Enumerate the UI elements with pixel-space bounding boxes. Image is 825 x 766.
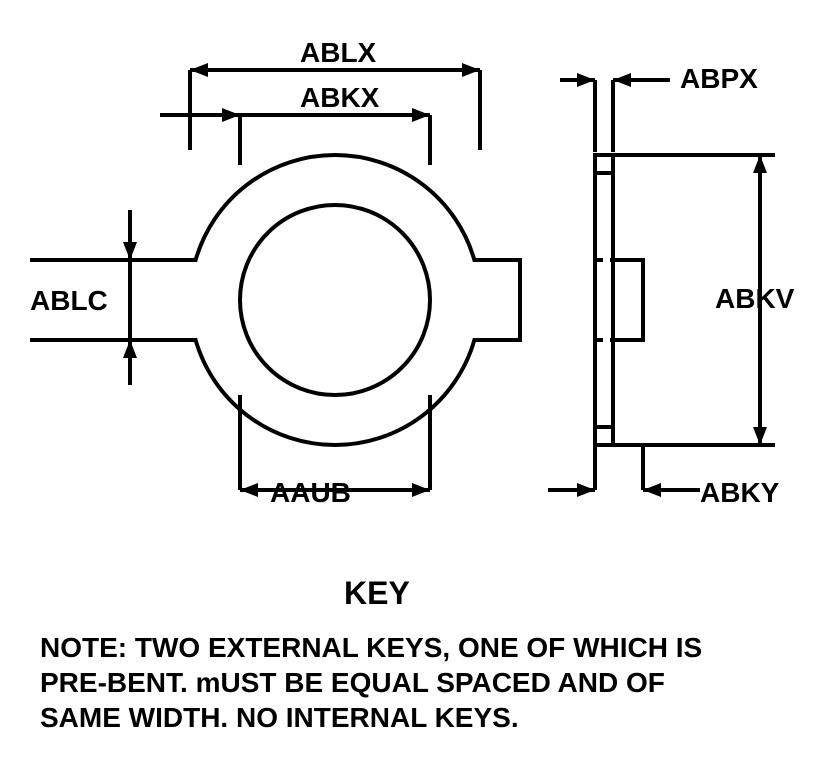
note-line-3: SAME WIDTH. NO INTERNAL KEYS. [40,702,519,733]
note-line-2: PRE-BENT. mUST BE EQUAL SPACED AND OF [40,667,665,698]
diagram-page: ABLX ABKX AAUB ABLC ABPX ABKV ABKY KEY NOTE: T… [0,0,825,766]
key-heading: KEY [344,575,410,612]
svg-text:ABKX: ABKX [300,82,380,113]
svg-text:AAUB: AAUB [270,477,351,508]
svg-text:ABKV: ABKV [715,283,795,314]
svg-text:ABPX: ABPX [680,63,758,94]
svg-text:ABKY: ABKY [700,477,780,508]
note-line-1: NOTE: TWO EXTERNAL KEYS, ONE OF WHICH IS [40,632,702,663]
svg-text:ABLX: ABLX [300,37,377,68]
svg-text:ABLC: ABLC [30,285,108,316]
note-text: NOTE: TWO EXTERNAL KEYS, ONE OF WHICH IS… [40,630,800,735]
